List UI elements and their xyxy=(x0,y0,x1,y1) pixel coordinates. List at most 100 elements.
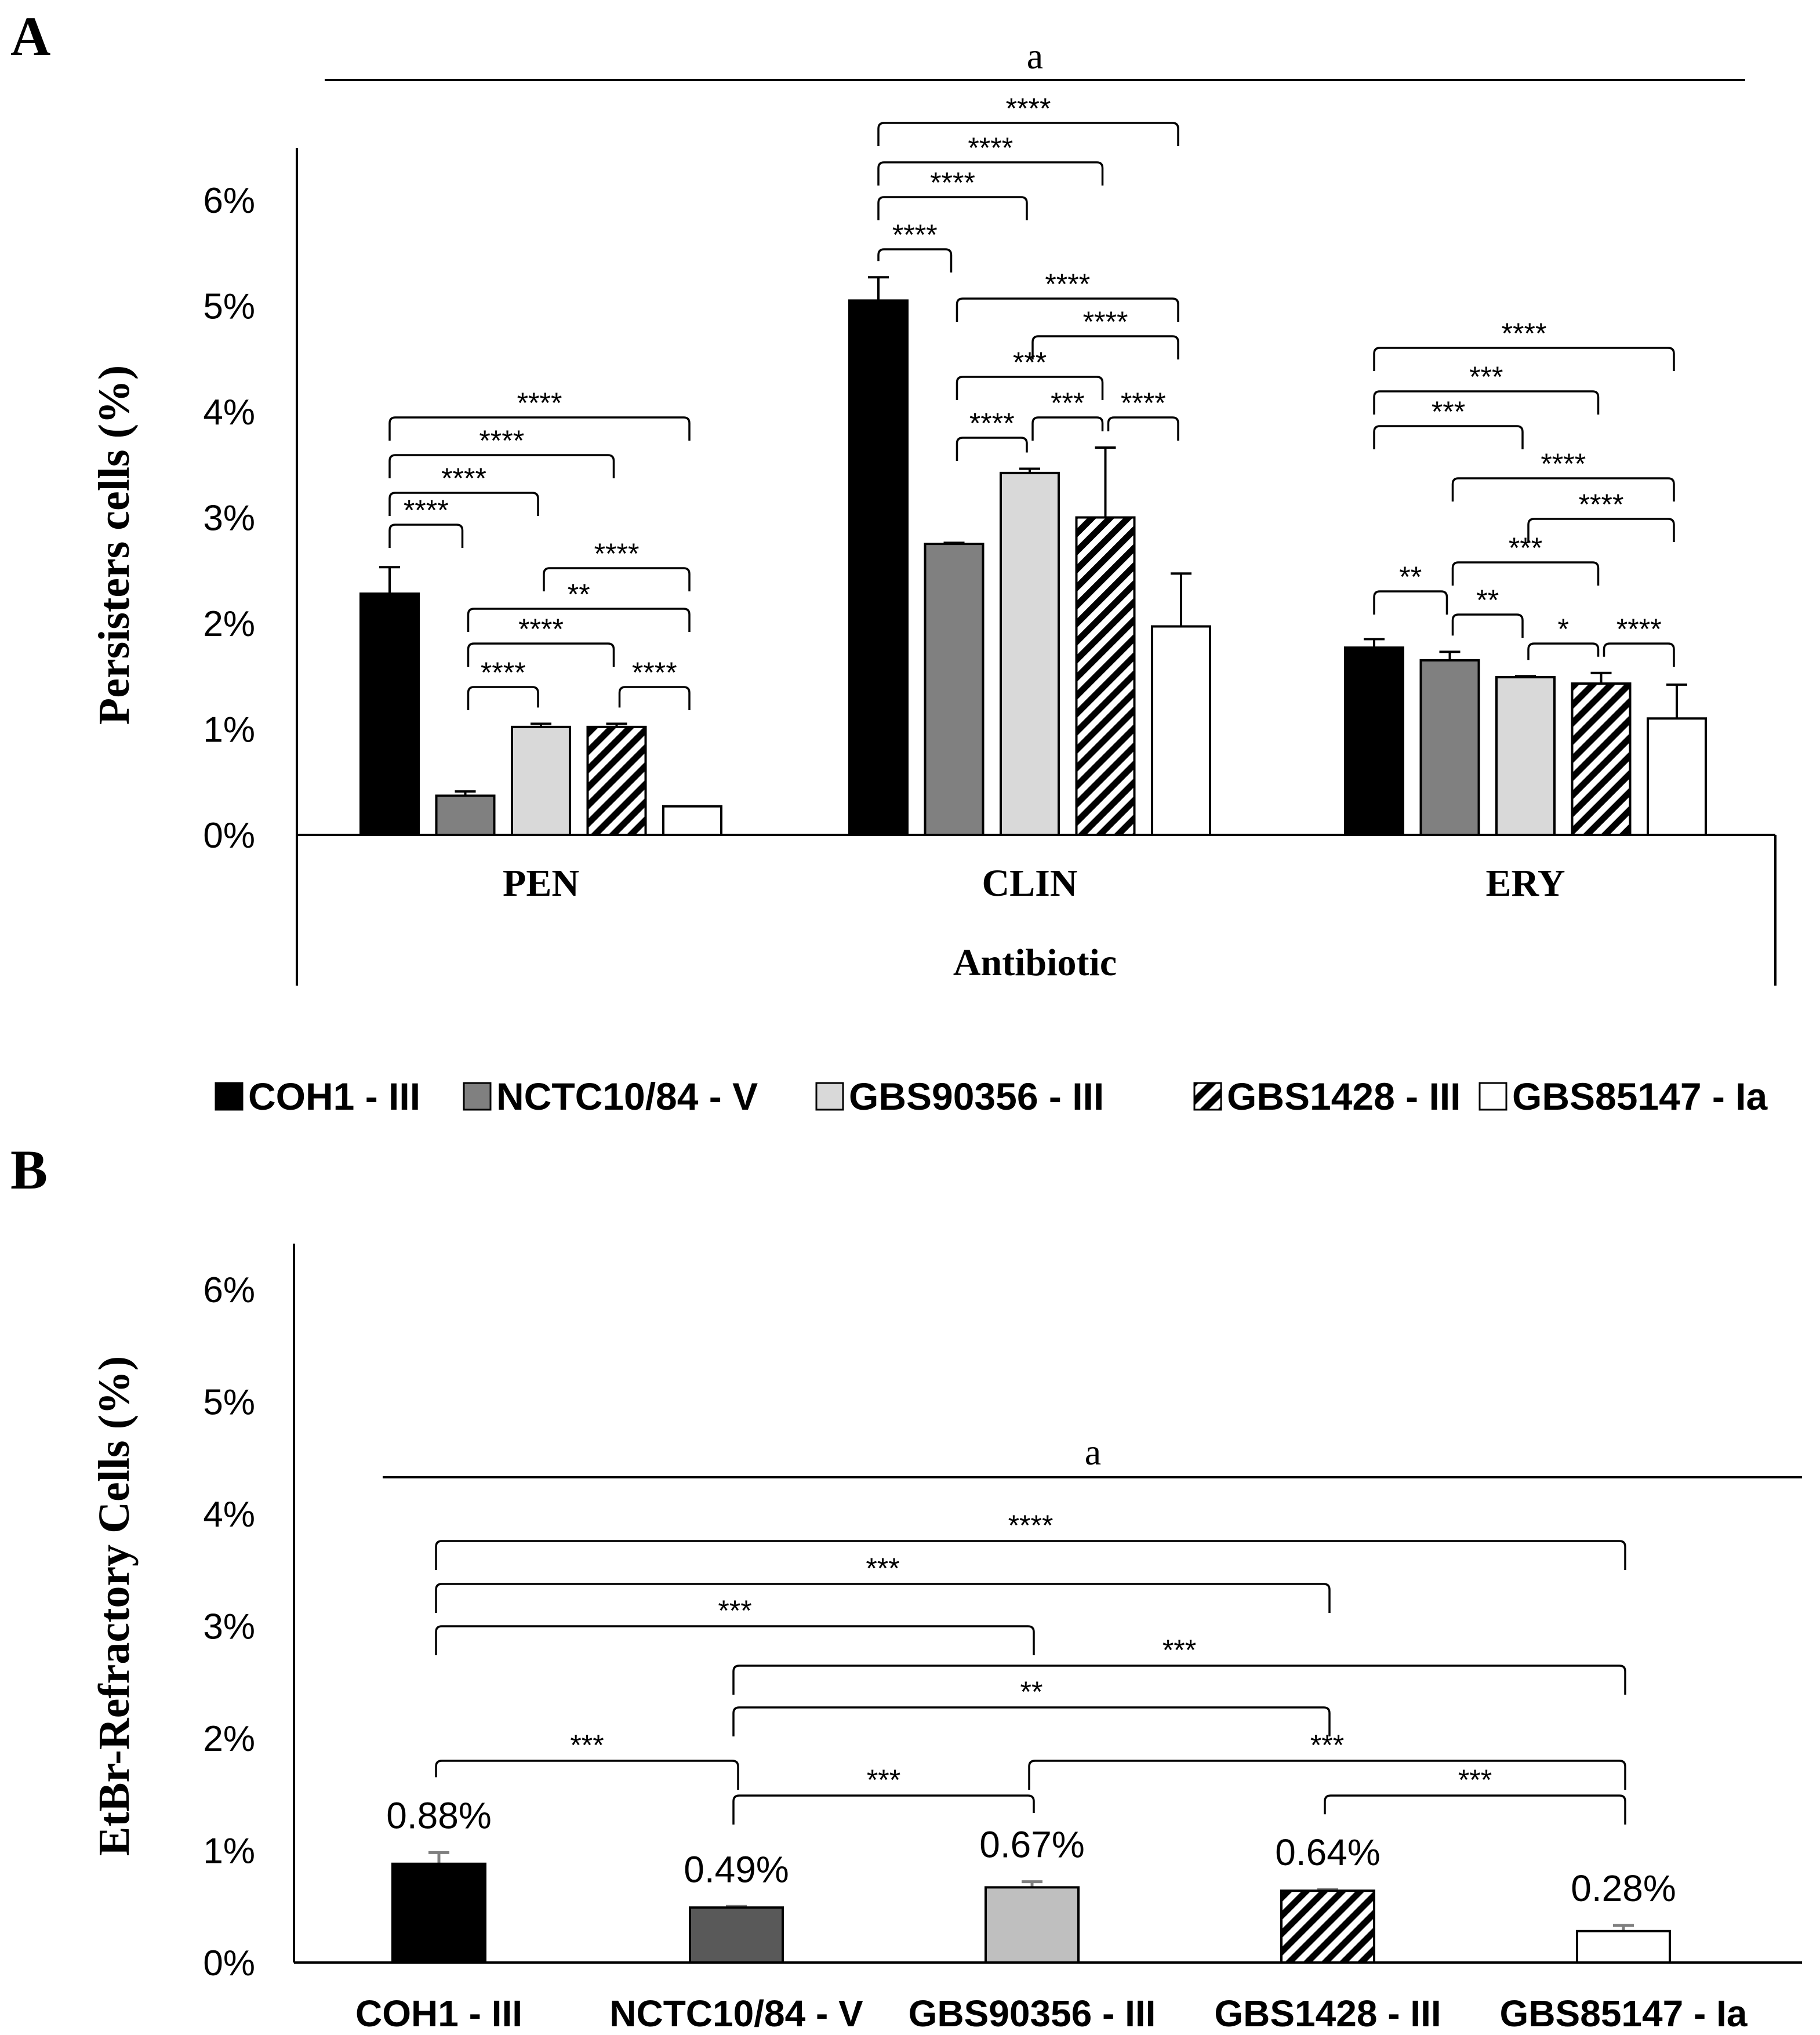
a-significance-stars: **** xyxy=(892,219,938,251)
legend-swatch xyxy=(1193,1082,1222,1111)
b-ytick-label: 5% xyxy=(203,1383,255,1423)
a-significance-bracket xyxy=(467,608,691,632)
panel-b-top-annotation: a xyxy=(1085,1431,1101,1473)
b-significance-bracket xyxy=(435,1760,739,1790)
a-significance-bracket xyxy=(1527,642,1600,660)
b-bar xyxy=(391,1862,486,1964)
a-significance-bracket xyxy=(1373,425,1524,449)
b-data-label: 0.49% xyxy=(684,1848,789,1890)
a-bar xyxy=(1000,471,1060,836)
legend-label: GBS85147 - Ia xyxy=(1512,1075,1768,1118)
a-ytick-label: 2% xyxy=(203,604,255,644)
a-significance-stars: **** xyxy=(968,132,1013,164)
b-data-label: 0.88% xyxy=(386,1794,491,1836)
a-significance-stars: **** xyxy=(481,656,526,689)
a-significance-bracket xyxy=(956,297,1179,322)
b-significance-stars: *** xyxy=(1458,1764,1492,1796)
a-significance-bracket xyxy=(1527,518,1675,542)
panel-a-xlabel: Antibiotic xyxy=(953,942,1117,984)
a-ytick-label: 4% xyxy=(203,393,255,433)
b-significance-stars: *** xyxy=(1163,1634,1196,1666)
b-significance-bracket xyxy=(1324,1794,1626,1825)
a-significance-stars: *** xyxy=(1051,387,1084,419)
a-bar xyxy=(586,725,647,836)
a-significance-stars: **** xyxy=(632,656,677,689)
a-significance-bracket xyxy=(388,454,615,478)
a-significance-stars: ** xyxy=(568,578,590,610)
a-significance-stars: **** xyxy=(1045,268,1090,300)
panel-a-top-annotation: a xyxy=(1027,35,1043,77)
a-bar xyxy=(1151,625,1211,836)
b-significance-stars: *** xyxy=(570,1729,604,1761)
legend-label: NCTC10/84 - V xyxy=(496,1075,758,1118)
a-ytick-label: 6% xyxy=(203,181,255,221)
b-significance-bracket xyxy=(1028,1760,1626,1790)
a-bar xyxy=(1344,646,1404,836)
a-significance-bracket xyxy=(1373,347,1675,371)
a-significance-stars: **** xyxy=(1579,488,1624,521)
a-bar xyxy=(1647,717,1707,836)
b-significance-stars: *** xyxy=(867,1764,900,1796)
a-significance-stars: * xyxy=(1558,613,1569,645)
a-bar xyxy=(1075,516,1136,836)
b-bar xyxy=(689,1906,784,1964)
b-significance-bracket xyxy=(435,1583,1331,1613)
a-bar xyxy=(1495,676,1556,836)
a-significance-stars: ** xyxy=(1476,584,1499,616)
a-significance-stars: **** xyxy=(441,462,486,495)
legend-swatch xyxy=(215,1082,244,1111)
a-significance-stars: *** xyxy=(1509,532,1542,564)
legend-label: GBS90356 - III xyxy=(849,1075,1104,1118)
legend-label: GBS1428 - III xyxy=(1227,1075,1461,1118)
a-significance-bracket xyxy=(1451,561,1600,586)
a-significance-stars: **** xyxy=(1502,317,1547,350)
a-significance-stars: *** xyxy=(1469,361,1503,393)
a-ytick-label: 3% xyxy=(203,499,255,539)
a-significance-bracket xyxy=(956,376,1104,400)
a-significance-bracket xyxy=(877,196,1028,220)
legend-swatch xyxy=(463,1082,492,1111)
b-data-label: 0.64% xyxy=(1275,1832,1380,1873)
b-category-label: GBS85147 - Ia xyxy=(1500,1993,1748,2034)
chart-panel-b: a EtBr-Refractory Cells (%) 0% 1% 2% 3% 4% 5%… xyxy=(90,1244,1802,2034)
a-significance-bracket xyxy=(1451,477,1675,502)
a-significance-bracket xyxy=(467,642,615,667)
b-category-label: GBS90356 - III xyxy=(909,1993,1156,2034)
a-ytick-label: 5% xyxy=(203,287,255,327)
legend-swatch xyxy=(815,1082,844,1111)
a-significance-stars: **** xyxy=(1541,448,1586,480)
b-bar xyxy=(985,1886,1080,1964)
a-bar xyxy=(1571,682,1632,837)
a-significance-bracket xyxy=(1373,390,1600,415)
a-significance-stars: **** xyxy=(969,407,1015,439)
b-ytick-label: 2% xyxy=(203,1719,255,1759)
b-significance-stars: *** xyxy=(718,1594,751,1627)
b-bar xyxy=(1280,1889,1375,1964)
b-significance-bracket xyxy=(732,1706,1331,1736)
b-significance-stars: ** xyxy=(1020,1676,1043,1708)
panel-label-a: A xyxy=(10,5,50,67)
b-significance-stars: **** xyxy=(1008,1509,1054,1542)
b-ytick-label: 6% xyxy=(203,1270,255,1310)
a-significance-bracket xyxy=(877,161,1104,186)
a-significance-bracket xyxy=(388,524,464,548)
a-significance-stars: **** xyxy=(1083,306,1128,338)
b-significance-bracket xyxy=(435,1625,1035,1655)
a-bar xyxy=(435,794,496,836)
a-significance-stars: **** xyxy=(1616,613,1662,645)
legend: COH1 - III NCTC10/84 - V GBS90356 - III GBS… xyxy=(215,1075,1768,1118)
b-category-label: COH1 - III xyxy=(355,1993,522,2034)
panel-a-ylabel: Persisters cells (%) xyxy=(90,365,139,725)
a-significance-stars: *** xyxy=(1432,395,1465,428)
a-bar xyxy=(924,543,985,836)
b-significance-stars: *** xyxy=(866,1552,899,1585)
b-data-label: 0.28% xyxy=(1571,1867,1676,1909)
a-significance-stars: **** xyxy=(518,613,564,645)
a-category-label: PEN xyxy=(503,862,579,904)
a-bar xyxy=(848,299,909,836)
a-significance-stars: **** xyxy=(1006,92,1051,125)
a-bar xyxy=(359,592,420,837)
a-significance-stars: ** xyxy=(1399,561,1422,593)
a-significance-bracket xyxy=(543,567,691,591)
